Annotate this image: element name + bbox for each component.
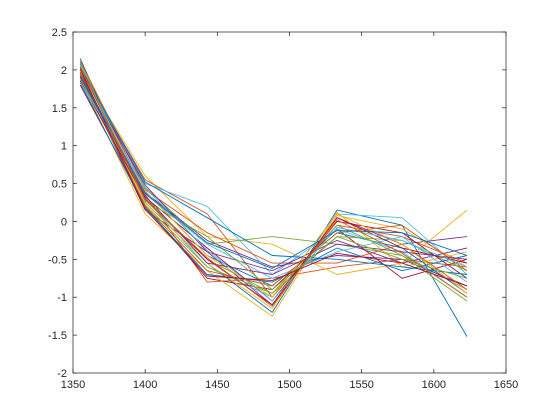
- x-axis: 1350 1400 1450 1500 1550 1600 1650: [61, 32, 518, 391]
- y-tick-label: 0.5: [52, 179, 67, 191]
- y-tick-label: -0.5: [48, 254, 67, 266]
- y-tick-label: 1.5: [52, 103, 67, 115]
- y-tick-label: 2: [61, 65, 67, 77]
- series-line-22: [79, 67, 468, 275]
- series-line-20: [79, 65, 468, 283]
- y-tick-label: 2.5: [52, 27, 67, 39]
- series-line-19: [79, 77, 468, 302]
- series-line-17: [79, 74, 468, 310]
- x-tick-label: 1500: [277, 379, 301, 391]
- series-layer: [79, 58, 468, 337]
- x-tick-label: 1650: [494, 379, 518, 391]
- x-tick-label: 1450: [205, 379, 229, 391]
- y-tick-label: 0: [61, 216, 67, 228]
- x-tick-label: 1550: [349, 379, 373, 391]
- y-tick-label: 1: [61, 141, 67, 153]
- series-line-27: [79, 81, 468, 302]
- series-line-28: [79, 68, 468, 287]
- series-line-15: [79, 82, 468, 283]
- series-line-23: [79, 72, 468, 287]
- series-line-30: [79, 66, 468, 307]
- x-tick-label: 1600: [422, 379, 446, 391]
- y-tick-label: -2: [57, 368, 67, 380]
- x-tick-label: 1350: [61, 379, 85, 391]
- y-axis: -2 -1.5 -1 -0.5 0 0.5 1 1.5 2 2.5: [48, 27, 506, 380]
- series-line-25: [79, 76, 468, 275]
- x-tick-label: 1400: [133, 379, 157, 391]
- series-line-26: [79, 62, 468, 291]
- series-line-29: [79, 74, 468, 269]
- series-line-24: [79, 70, 468, 298]
- axes-background: [73, 32, 506, 373]
- y-tick-label: -1: [57, 292, 67, 304]
- y-tick-label: -1.5: [48, 330, 67, 342]
